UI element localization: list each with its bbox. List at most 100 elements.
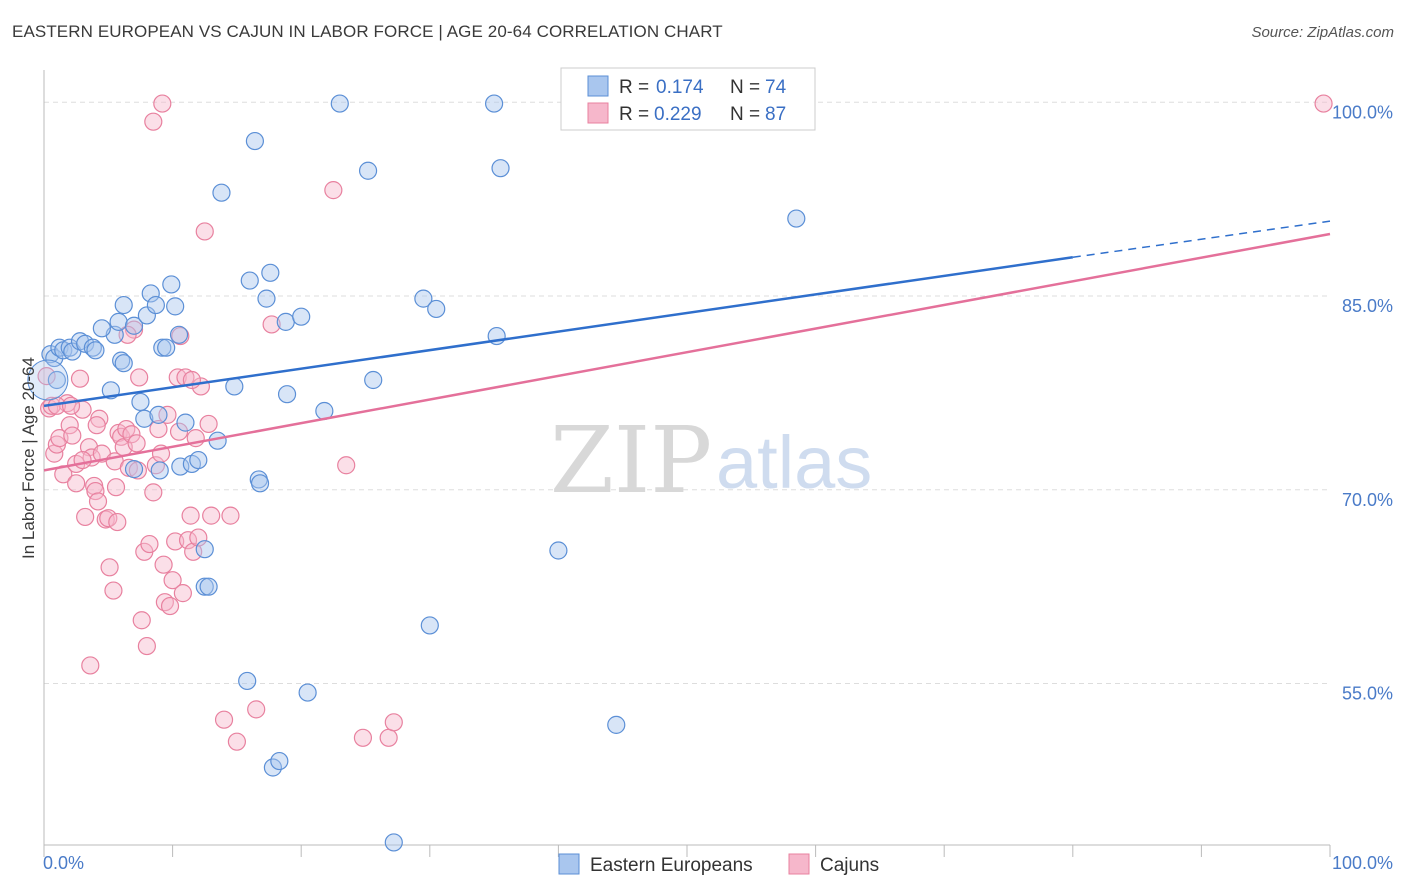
eastern-european-point <box>549 541 568 560</box>
y-tick-labels: 55.0% 70.0% 85.0% 100.0% <box>1332 102 1393 703</box>
eastern-european-point-cluster <box>27 359 69 401</box>
trend-lines <box>43 220 1331 472</box>
eastern-european-point <box>171 457 190 476</box>
cajun-point <box>379 728 398 747</box>
cajun-point <box>169 422 189 441</box>
eastern-european-point <box>607 715 626 734</box>
cajun-point <box>67 474 86 493</box>
cajun-point <box>144 483 163 502</box>
axes <box>43 70 1331 857</box>
eastern-european-point <box>112 351 131 370</box>
eastern-european-point <box>86 341 105 360</box>
bottom-legend-swatch-blue <box>558 853 580 875</box>
bottom-legend-swatch-pink <box>788 853 810 875</box>
cajun-point <box>76 507 95 527</box>
eastern-european-point <box>485 94 504 113</box>
eastern-european-point <box>250 474 270 493</box>
y-tick-label: 100.0% <box>1332 102 1393 122</box>
eastern-european-point <box>277 385 297 404</box>
legend-swatch-blue <box>587 75 609 97</box>
eastern-european-point <box>149 405 168 424</box>
bottom-legend-label-blue: Eastern Europeans <box>590 855 753 876</box>
eastern-european-point <box>176 413 195 432</box>
cajun-point <box>86 481 105 501</box>
cajun-point <box>384 713 403 732</box>
legend-n-label-pink: N = <box>730 104 760 125</box>
cajun-point <box>178 531 198 550</box>
cajun-point <box>70 369 90 388</box>
eastern-european-point <box>166 297 185 316</box>
cajun-point <box>163 571 182 590</box>
series-legend: Eastern Europeans Cajuns <box>558 853 879 876</box>
legend-r-value-blue: 0.174 <box>656 77 704 98</box>
eastern-european-point <box>257 289 276 308</box>
cajun-point <box>195 222 214 241</box>
eastern-european-trend-line <box>43 256 1073 408</box>
eastern-european-point <box>195 577 214 596</box>
eastern-european-point <box>162 275 181 294</box>
eastern-european-point <box>146 295 165 315</box>
cajun-point <box>100 558 119 577</box>
cajun-point <box>202 506 221 525</box>
eastern-european-point <box>169 325 189 344</box>
legend-r-label-pink: R = <box>619 104 649 125</box>
cajun-point <box>144 112 163 131</box>
eastern-european-point <box>414 289 433 308</box>
eastern-european-point <box>330 94 349 113</box>
legend-r-label-blue: R = <box>619 77 649 98</box>
cajun-point <box>160 596 180 616</box>
source-credit: Source: ZipAtlas.com <box>1251 24 1394 41</box>
eastern-european-point <box>135 409 154 428</box>
eastern-european-point <box>245 131 265 151</box>
legend-n-value-pink: 87 <box>765 104 786 125</box>
cajun-point <box>181 506 200 525</box>
eastern-european-point <box>189 450 208 470</box>
eastern-european-point <box>83 338 102 357</box>
cajun-point <box>262 315 281 334</box>
watermark-zip: ZIP <box>550 407 712 514</box>
correlation-legend: R = 0.174 N = 74 R = 0.229 N = 87 <box>560 67 816 131</box>
cajun-point <box>106 478 126 497</box>
cajun-point <box>122 425 141 444</box>
eastern-european-point <box>114 295 133 315</box>
cajun-point <box>154 555 173 574</box>
cajun-point <box>189 528 208 547</box>
eastern-european-point <box>195 540 214 559</box>
eastern-european-point <box>420 616 439 635</box>
cajun-point <box>353 728 373 747</box>
eastern-european-point <box>92 319 111 338</box>
eastern-european-trend-extension <box>1072 220 1331 259</box>
cajun-point <box>221 506 240 525</box>
cajun-point <box>63 426 82 445</box>
cajun-point <box>1314 94 1333 113</box>
y-tick-label: 70.0% <box>1342 490 1393 510</box>
cajun-point <box>60 416 79 435</box>
cajun-point <box>137 636 156 656</box>
eastern-european-point <box>298 683 317 702</box>
cajun-point <box>140 534 159 554</box>
cajun-trend-line <box>43 232 1331 472</box>
eastern-european-point <box>137 306 156 325</box>
eastern-european-point <box>261 263 280 282</box>
eastern-european-point <box>358 161 378 180</box>
eastern-european-point <box>240 271 259 290</box>
cajun-point <box>130 368 149 387</box>
y-axis-label: In Labor Force | Age 20-64 <box>19 357 38 559</box>
eastern-european-point <box>109 312 128 331</box>
watermark-atlas: atlas <box>716 421 872 504</box>
cajun-point <box>127 434 146 453</box>
eastern-european-point <box>150 461 169 480</box>
cajun-point <box>166 532 185 551</box>
cajun-point <box>37 367 56 386</box>
eastern-european-point <box>157 338 176 357</box>
eastern-european-point <box>47 370 66 390</box>
eastern-european-point <box>131 392 150 412</box>
cajun-point <box>104 581 123 600</box>
eastern-european-point <box>124 316 144 335</box>
cajun-point <box>88 492 108 511</box>
eastern-european-point <box>364 370 383 390</box>
cajun-point <box>173 584 192 603</box>
eastern-european-point <box>263 758 283 777</box>
y-tick-label: 55.0% <box>1342 684 1393 704</box>
